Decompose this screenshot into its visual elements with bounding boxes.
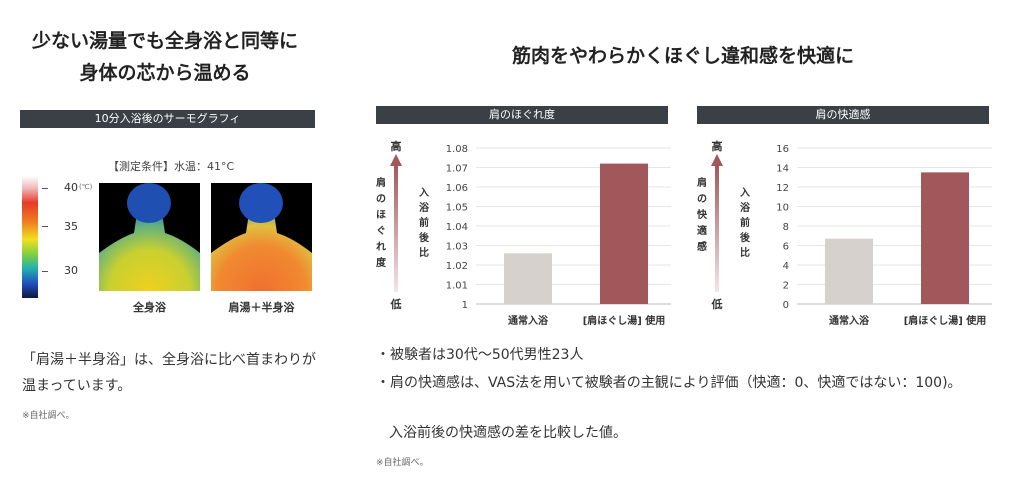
y-axis-label-char: 後 xyxy=(740,231,751,244)
y-tick-label: 1.05 xyxy=(446,203,468,214)
axis-left-label-char: ほ xyxy=(376,209,386,221)
bar-normal-bath xyxy=(504,253,552,304)
thermography-image-shoulder-half-bath xyxy=(211,183,312,291)
y-tick-label: 2 xyxy=(783,281,789,292)
axis-low-label: 低 xyxy=(711,297,723,311)
right-heading: 筋肉をやわらかくほぐし違和感を快適に xyxy=(511,45,854,67)
axis-arrow-shaft xyxy=(715,164,719,292)
y-tick-label: 1.06 xyxy=(446,183,468,194)
y-tick-label: 1.08 xyxy=(446,144,468,155)
y-axis-label-char: 入 xyxy=(740,187,750,199)
y-tick-label: 10 xyxy=(776,203,789,214)
note-subjects: ・被験者は30代〜50代男性23人 xyxy=(376,347,584,363)
axis-left-label-char: ぐ xyxy=(376,225,386,237)
y-tick-label: 1.03 xyxy=(446,242,468,253)
y-tick-label: 1.02 xyxy=(446,261,468,272)
bar-normal-bath xyxy=(825,238,873,304)
axis-arrow-head xyxy=(390,154,402,166)
y-tick-label: 12 xyxy=(776,183,789,194)
note-comparison: 入浴前後の快適感の差を比較した値。 xyxy=(389,425,627,441)
axis-left-label-char: 適 xyxy=(697,224,707,237)
axis-left-label-char: 快 xyxy=(697,208,708,221)
scale-label-30: 30 xyxy=(64,264,78,277)
axis-left-label-char: 感 xyxy=(697,240,707,253)
scale-label-40: 40 xyxy=(64,181,78,194)
axis-left-label-char: れ xyxy=(376,241,386,253)
scale-ticks: 40 (℃) 35 30 xyxy=(42,176,102,298)
axis-left-label-char: の xyxy=(697,194,707,205)
scale-label-35: 35 xyxy=(64,220,78,233)
bar-shoulder-bath xyxy=(921,172,969,304)
axis-low-label: 低 xyxy=(390,297,402,311)
bar-shoulder-bath xyxy=(600,163,648,304)
y-axis-label-char: 前 xyxy=(419,216,429,229)
x-category-label: [肩ほぐし湯] 使用 xyxy=(583,314,666,327)
y-axis-label-char: 比 xyxy=(740,246,750,259)
axis-left-label-char: の xyxy=(376,194,386,205)
axis-left-label-char: 肩 xyxy=(697,176,707,189)
measurement-condition: 【測定条件】水温：41°C xyxy=(108,160,235,173)
left-heading-line1: 少ない湯量でも全身浴と同等に xyxy=(31,30,298,52)
y-axis-label-char: 比 xyxy=(419,246,429,259)
y-tick-label: 4 xyxy=(783,261,789,272)
thermography-section-bar: 10分入浴後のサーモグラフィ xyxy=(20,110,315,128)
y-tick-label: 1.07 xyxy=(446,164,468,175)
chart-title-shoulder-comfort: 肩の快適感 xyxy=(697,106,989,124)
y-axis-label-char: 浴 xyxy=(419,201,430,214)
axis-left-label-char: 肩 xyxy=(376,176,386,189)
y-tick-label: 1.01 xyxy=(446,281,468,292)
y-tick-label: 16 xyxy=(776,144,789,155)
right-footnote: ※自社調べ。 xyxy=(376,458,429,468)
caption-full-bath: 全身浴 xyxy=(133,301,166,314)
axis-high-label: 高 xyxy=(712,139,723,153)
axis-left-label-char: 度 xyxy=(376,256,387,269)
left-footnote: ※自社調べ。 xyxy=(22,411,75,421)
x-category-label: 通常入浴 xyxy=(829,314,870,327)
left-description: 「肩湯＋半身浴」は、全身浴に比べ首まわりが温まっています。 xyxy=(22,352,316,394)
y-tick-label: 6 xyxy=(783,242,789,253)
y-axis-label-char: 入 xyxy=(419,187,429,199)
y-axis-label-char: 後 xyxy=(419,231,430,244)
y-tick-label: 14 xyxy=(776,164,789,175)
y-tick-label: 1 xyxy=(462,300,468,311)
left-heading-line2: 身体の芯から温める xyxy=(79,62,251,84)
caption-shoulder-half-bath: 肩湯＋半身浴 xyxy=(228,301,295,314)
axis-arrow-shaft xyxy=(394,164,398,292)
x-category-label: 通常入浴 xyxy=(508,314,549,327)
scale-unit: (℃) xyxy=(79,183,93,191)
axis-arrow-head xyxy=(711,154,723,166)
temperature-scale-bar xyxy=(22,176,38,298)
thermography-image-full-bath xyxy=(99,183,200,291)
axis-high-label: 高 xyxy=(391,139,402,153)
chart-title-shoulder-loosening: 肩のほぐれ度 xyxy=(376,106,668,124)
y-axis-label-char: 前 xyxy=(740,216,750,229)
y-axis-label-char: 浴 xyxy=(740,201,751,214)
y-tick-label: 1.04 xyxy=(446,222,468,233)
y-tick-label: 0 xyxy=(783,300,789,311)
y-tick-label: 8 xyxy=(783,222,789,233)
x-category-label: [肩ほぐし湯] 使用 xyxy=(904,314,987,327)
note-vas-method: ・肩の快適感は、VAS法を用いて被験者の主観により評価（快適：0、快適ではない：… xyxy=(376,375,962,391)
